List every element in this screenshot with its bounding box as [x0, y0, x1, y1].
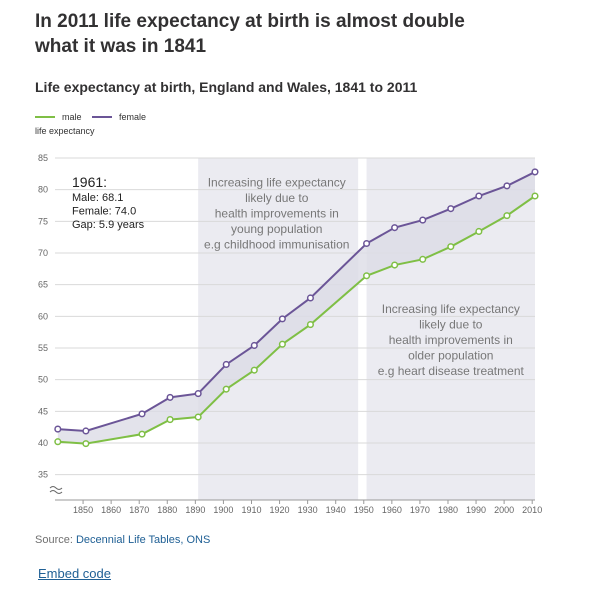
axis-break	[49, 486, 63, 494]
x-tick-label: 1860	[101, 505, 121, 515]
callout-text: Gap: 5.9 years	[72, 219, 145, 231]
page-title: In 2011 life expectancy at birth is almo…	[35, 11, 465, 57]
data-point	[475, 227, 483, 236]
data-point	[419, 216, 427, 224]
chart: life expectancy 35 40 45 50 55 60 65 70 75 80 85 18…	[35, 112, 542, 515]
legend-label: female	[119, 112, 146, 122]
annotation: Increasing life expectancy	[208, 176, 346, 190]
x-tick-label: 1960	[382, 505, 402, 515]
data-point	[531, 192, 539, 200]
callout-text: Male: 68.1	[72, 192, 123, 204]
x-tick-label: 1890	[185, 505, 205, 515]
callout-text: 1961:	[72, 174, 107, 190]
data-point	[391, 224, 399, 232]
y-tick-label: 65	[38, 280, 48, 290]
data-point	[363, 239, 371, 248]
series-line	[57, 195, 536, 445]
data-point	[138, 430, 146, 438]
annotation: older population	[408, 349, 493, 363]
y-tick-label: 45	[38, 406, 48, 416]
data-point	[250, 366, 258, 374]
data-point	[222, 360, 230, 369]
data-point	[391, 261, 399, 269]
y-tick-label: 40	[38, 438, 48, 448]
data-point	[250, 341, 258, 350]
x-tick-label: 1950	[354, 505, 374, 515]
source-label: Source:	[35, 534, 73, 546]
x-tick-label: 1930	[298, 505, 318, 515]
annotation: e.g heart disease treatment	[378, 364, 525, 378]
x-tick-label: 1850	[73, 505, 93, 515]
y-tick-label: 50	[38, 375, 48, 385]
x-tick-label: 1920	[270, 505, 290, 515]
annotation: likely due to	[245, 191, 309, 205]
annotation: Increasing life expectancy	[382, 302, 520, 316]
data-point	[194, 413, 202, 421]
data-point	[475, 192, 483, 200]
legend-label: male	[62, 112, 82, 122]
x-tick-label: 1910	[241, 505, 261, 515]
chart-title: Life expectancy at birth, England and Wa…	[35, 79, 418, 95]
data-point	[447, 205, 455, 213]
x-tick-label: 1980	[438, 505, 458, 515]
annotation: young population	[231, 222, 322, 236]
y-tick-label: 55	[38, 343, 48, 353]
y-tick-label: 85	[38, 153, 48, 163]
data-point	[138, 410, 146, 418]
x-tick-label: 1880	[157, 505, 177, 515]
source-link[interactable]: Decennial Life Tables, ONS	[75, 534, 211, 546]
x-tick-label: 2000	[494, 505, 514, 515]
y-tick-label: 60	[38, 311, 48, 321]
annotation: likely due to	[419, 318, 483, 332]
data-point	[503, 182, 511, 190]
data-point	[194, 390, 202, 398]
data-point	[82, 440, 90, 448]
x-tick-label: 1870	[129, 505, 149, 515]
y-tick-label: 35	[38, 470, 48, 480]
data-point	[306, 321, 314, 329]
data-point	[54, 425, 62, 433]
x-tick-label: 1990	[466, 505, 486, 515]
annotation: health improvements in	[389, 333, 513, 347]
data-point	[166, 416, 174, 424]
data-point	[503, 212, 511, 220]
data-point	[278, 315, 286, 323]
y-tick-label: 75	[38, 216, 48, 226]
series-line	[57, 171, 536, 432]
embed-link[interactable]: Embed code	[38, 566, 111, 581]
data-point	[419, 255, 427, 263]
data-point	[363, 272, 371, 280]
data-point	[278, 340, 286, 348]
y-axis-label: life expectancy	[35, 126, 95, 136]
callout-text: Female: 74.0	[72, 206, 136, 218]
data-point	[82, 427, 90, 435]
data-point	[54, 438, 62, 446]
annotation: e.g childhood immunisation	[204, 238, 349, 252]
data-point	[531, 168, 539, 176]
y-tick-label: 80	[38, 185, 48, 195]
x-tick-label: 1940	[326, 505, 346, 515]
annotation: health improvements in	[215, 207, 339, 221]
y-tick-label: 70	[38, 248, 48, 258]
data-point	[447, 243, 455, 251]
data-point	[222, 385, 230, 393]
source: Source: Decennial Life Tables, ONS	[35, 534, 210, 546]
x-tick-label: 2010	[522, 505, 542, 515]
gap-area	[57, 171, 536, 444]
x-tick-label: 1900	[213, 505, 233, 515]
data-point	[166, 393, 174, 401]
x-tick-label: 1970	[410, 505, 430, 515]
data-point	[306, 294, 314, 302]
